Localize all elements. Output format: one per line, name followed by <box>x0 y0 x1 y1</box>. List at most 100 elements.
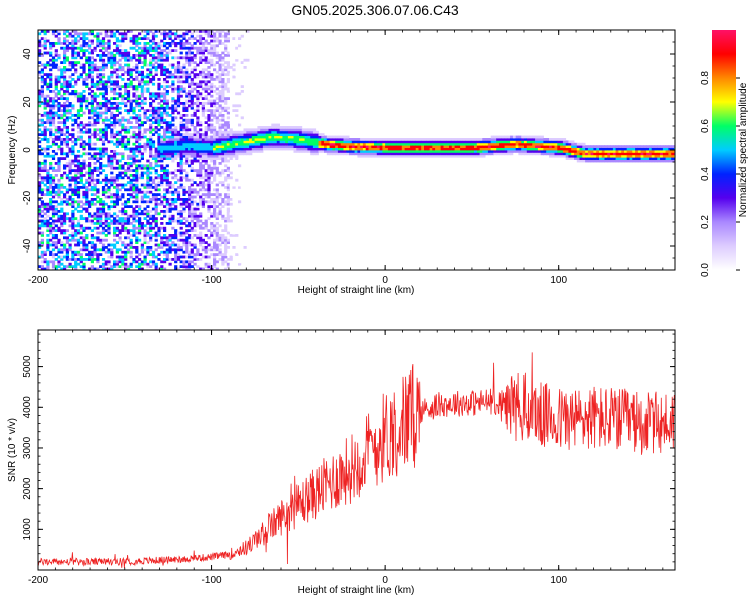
spectrogram-cell <box>226 238 230 242</box>
spectrogram-cell <box>307 133 311 136</box>
spectrogram-cell <box>43 82 47 86</box>
spectrogram-cell <box>160 135 164 139</box>
spectrogram-cell <box>207 207 211 211</box>
spectrogram-cell <box>221 154 225 158</box>
spectrogram-cell <box>207 99 211 103</box>
spectrogram-cell <box>421 140 425 144</box>
spectrogram-cell <box>49 224 53 228</box>
spectrogram-cell <box>174 258 178 261</box>
spectrogram-cell <box>176 92 181 96</box>
spectrogram-cell <box>165 102 169 105</box>
spectrogram-cell <box>151 226 156 230</box>
spectrogram-cell <box>79 255 83 259</box>
spectrogram-cell <box>226 200 230 204</box>
spectrogram-cell <box>168 142 172 146</box>
spectrogram-cell <box>149 128 153 132</box>
spectrogram-cell <box>138 109 142 112</box>
spectrogram-cell <box>79 32 83 36</box>
spectrogram-cell <box>215 217 219 220</box>
spectrogram-cell <box>118 58 122 62</box>
spectrogram-cell <box>68 224 72 228</box>
spectrogram-cell <box>51 90 56 93</box>
spectrogram-cell <box>154 56 158 60</box>
spectrogram-cell <box>96 54 100 57</box>
spectrogram-cell <box>179 205 183 208</box>
spectrogram-cell <box>143 42 147 45</box>
spectrogram-cell <box>221 80 225 84</box>
spectrogram-cell <box>104 212 108 216</box>
spectrogram-cell <box>121 102 125 105</box>
spectrogram-cell <box>188 222 192 225</box>
spectrogram-cell <box>307 128 311 132</box>
spectrogram-cell <box>154 159 158 163</box>
spectrogram-cell <box>165 42 169 45</box>
spectrogram-cell <box>301 130 305 134</box>
spectrogram-cell <box>271 135 275 139</box>
spectrogram-cell <box>174 205 178 208</box>
spectrogram-cell <box>196 34 200 38</box>
spectrogram-cell <box>132 130 136 134</box>
spectrogram-cell <box>185 248 189 252</box>
spectrogram-cell <box>54 34 58 38</box>
spectrogram-cell <box>279 130 283 134</box>
spectrogram-cell <box>54 75 58 79</box>
spectrogram-cell <box>232 186 236 189</box>
spectrogram-cell <box>49 85 53 88</box>
spectrogram-cell <box>501 152 505 156</box>
spectrogram-cell <box>265 147 269 151</box>
spectrogram-cell <box>165 243 169 247</box>
spectrogram-cell <box>60 198 64 201</box>
spectrogram-cell <box>82 140 86 144</box>
spectrogram-cell <box>176 169 181 172</box>
spectrogram-cell <box>213 241 217 244</box>
spectrogram-cell <box>179 152 183 156</box>
spectrogram-cell <box>113 142 117 146</box>
spectrogram-cell <box>310 145 314 148</box>
spectrogram-cell <box>204 75 208 79</box>
spectrogram-cell <box>163 147 167 151</box>
spectrogram-cell <box>260 138 264 141</box>
spectrogram-cell <box>190 61 194 64</box>
spectrogram-cell <box>107 34 111 38</box>
spectrogram-cell <box>218 142 222 146</box>
spectrogram-cell <box>101 94 106 98</box>
spectrogram-cell <box>179 116 183 120</box>
spectrogram-cell <box>157 111 161 115</box>
spectrogram-cell <box>351 140 355 144</box>
spectrogram-cell <box>410 138 414 141</box>
spectrogram-cell <box>143 241 147 244</box>
spectrogram-cell <box>185 174 189 177</box>
spectrogram-cell <box>229 214 233 218</box>
spectrogram-cell <box>104 49 108 52</box>
spectrogram-cell <box>215 188 219 192</box>
spectrogram-cell <box>124 246 128 249</box>
spectrogram-cell <box>90 75 94 79</box>
spectrogram-cell <box>113 90 117 93</box>
spectrogram-cell <box>238 159 242 163</box>
spectrogram-cell <box>443 154 447 158</box>
spectrogram-cell <box>65 190 69 194</box>
spectrogram-cell <box>90 142 94 146</box>
spectrogram-cell <box>254 128 258 132</box>
spectrogram-cell <box>207 267 211 270</box>
spectrogram-cell <box>340 152 344 156</box>
spectrogram-cell <box>224 246 228 249</box>
spectrogram-cell <box>96 121 100 124</box>
spectrogram-cell <box>426 152 430 156</box>
spectrogram-cell <box>104 152 108 156</box>
spectrogram-cell <box>279 140 283 144</box>
spectrogram-cell <box>188 99 192 103</box>
spectrogram-cell <box>107 224 111 228</box>
spectrogram-cell <box>151 34 156 38</box>
spectrogram-cell <box>479 150 483 153</box>
spectrogram-cell <box>79 226 83 230</box>
spectrogram-cell <box>185 39 189 43</box>
spectrogram-cell <box>185 250 189 254</box>
spectrogram-cell <box>165 178 169 182</box>
spectrogram-cell <box>304 133 308 136</box>
spectrogram-cell <box>104 106 108 110</box>
spectrogram-cell <box>154 217 158 220</box>
spectrogram-cell <box>149 176 153 180</box>
spectrogram-cell <box>57 42 61 45</box>
spectrogram-cell <box>254 174 258 177</box>
